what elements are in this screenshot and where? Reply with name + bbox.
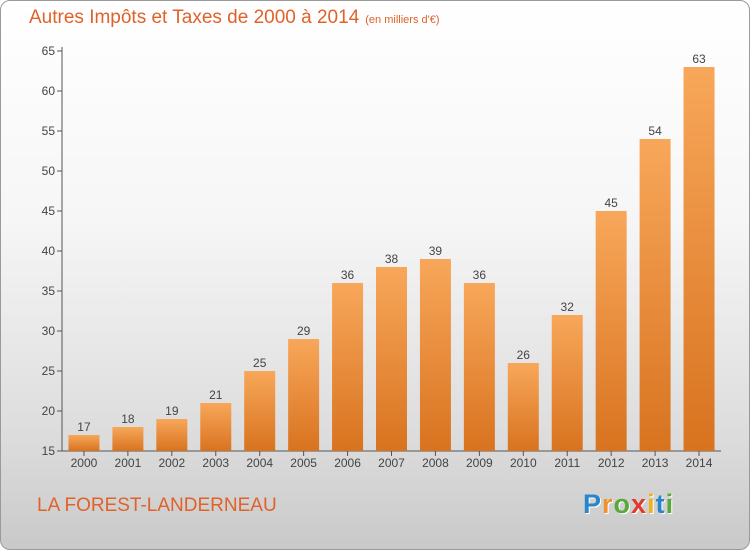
bar-value-label: 63 (692, 52, 706, 66)
x-tick-label: 2001 (115, 456, 142, 470)
logo-letter: P (583, 489, 603, 519)
x-tick-label: 2014 (686, 456, 713, 470)
bar (156, 419, 188, 451)
x-tick-label: 2011 (554, 456, 580, 470)
logo-letter: x (631, 489, 648, 519)
y-tick-label: 15 (42, 444, 56, 458)
bar-value-label: 26 (517, 348, 531, 362)
bar (639, 139, 671, 451)
bar-value-label: 39 (429, 244, 443, 258)
bar-value-label: 54 (648, 124, 662, 138)
bar-value-label: 25 (253, 356, 267, 370)
logo-letter: i (647, 489, 656, 519)
x-tick-label: 2008 (422, 456, 449, 470)
x-tick-label: 2009 (466, 456, 493, 470)
bar (332, 283, 364, 451)
bar-value-label: 45 (604, 196, 618, 210)
y-tick-label: 50 (42, 164, 56, 178)
commune-name: LA FOREST-LANDERNEAU (37, 495, 277, 516)
proxiti-logo: Proxiti (583, 489, 674, 520)
chart-subtitle: (en milliers d'€) (365, 14, 440, 26)
bar-value-label: 29 (297, 324, 311, 338)
bar (200, 403, 232, 451)
y-tick-label: 55 (42, 124, 56, 138)
x-tick-label: 2010 (510, 456, 537, 470)
y-tick-label: 40 (42, 244, 56, 258)
x-tick-label: 2007 (378, 456, 405, 470)
y-tick-label: 45 (42, 204, 56, 218)
bar (376, 267, 407, 451)
bar (683, 67, 715, 451)
bar-value-label: 18 (121, 412, 135, 426)
y-tick-label: 60 (42, 84, 56, 98)
x-tick-label: 2013 (642, 456, 669, 470)
bar-value-label: 36 (341, 268, 355, 282)
chart-bars (68, 67, 715, 451)
bar (507, 363, 539, 451)
chart-title: Autres Impôts et Taxes de 2000 à 2014 (en… (29, 7, 440, 29)
logo-letter: i (665, 489, 675, 519)
x-tick-label: 2000 (71, 456, 98, 470)
logo-letter: t (655, 489, 666, 519)
y-tick-label: 20 (42, 404, 56, 418)
bar-value-label: 32 (561, 300, 575, 314)
bar (419, 259, 451, 451)
x-tick-label: 2012 (598, 456, 625, 470)
bar (68, 435, 100, 451)
bar-value-label: 38 (385, 252, 399, 266)
bar (595, 211, 627, 451)
bar (244, 371, 276, 451)
x-tick-label: 2005 (290, 456, 317, 470)
x-tick-label: 2004 (246, 456, 273, 470)
x-tick-label: 2002 (158, 456, 185, 470)
y-tick-label: 25 (42, 364, 56, 378)
logo-letter: r (602, 489, 614, 519)
y-tick-label: 65 (42, 44, 56, 58)
y-tick-label: 30 (42, 324, 56, 338)
bar-value-label: 17 (77, 420, 91, 434)
bar-value-label: 19 (165, 404, 179, 418)
bar-value-label: 21 (209, 388, 223, 402)
bar (112, 427, 144, 451)
bar (551, 315, 583, 451)
y-tick-label: 35 (42, 284, 56, 298)
x-tick-label: 2006 (334, 456, 361, 470)
logo-letter: o (613, 489, 632, 519)
bar-value-label: 36 (473, 268, 487, 282)
x-tick-label: 2003 (202, 456, 229, 470)
bar (463, 283, 495, 451)
chart-data-labels: 17 18 19 21 25 29 36 38 39 36 26 32 45 54 63 (77, 52, 706, 434)
chart-title-text: Autres Impôts et Taxes de 2000 à 2014 (29, 7, 360, 28)
bar (288, 339, 320, 451)
